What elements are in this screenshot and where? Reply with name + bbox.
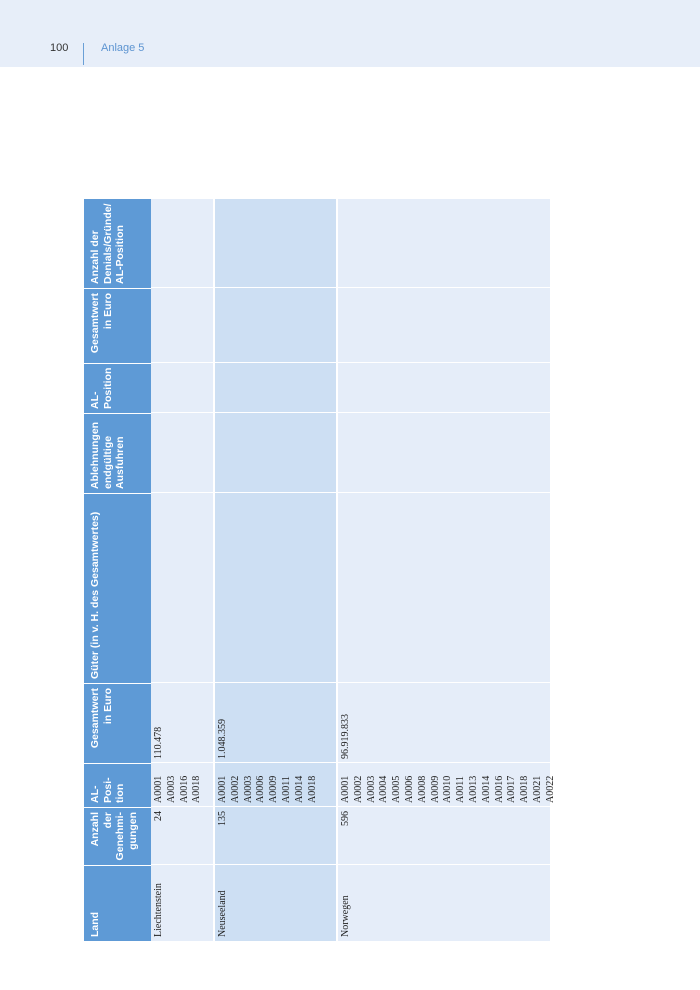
column-divider [151,412,550,413]
header-land: Land [84,865,151,941]
header-gesamtwert: Gesamtwert in Euro [84,683,151,763]
cell-anzahl: 24 [153,811,164,821]
cell-positions: A0001 A0002 A0003 A0004 A0005 A0006 A000… [340,775,556,803]
cell-land: Liechtenstein [153,883,164,937]
column-divider [151,287,550,288]
page-number: 100 [50,42,69,54]
table-header-row: Land Anzahl der Genehmi- gungen AL- Posi… [84,199,151,941]
column-divider [151,362,550,363]
header-anzahl: Anzahl der Genehmi- gungen [84,807,151,865]
table-row [337,199,550,941]
cell-anzahl: 596 [340,811,351,826]
cell-land: Neuseeland [217,890,228,937]
cell-anzahl: 135 [217,811,228,826]
cell-gesamtwert: 96.919.833 [340,714,351,759]
cell-positions: A0001 A0003 A0016 A0018 [153,775,203,803]
section-label: Anlage 5 [101,42,145,54]
export-table: Land Anzahl der Genehmi- gungen AL- Posi… [84,199,556,941]
header-gueter: Güter (in v. H. des Gesamtwertes) [84,493,151,683]
header-al-position: AL- Posi- tion [84,763,151,807]
table-row [214,199,337,941]
header-divider [83,43,84,65]
column-divider [151,492,550,493]
cell-gesamtwert: 1.048.359 [217,719,228,759]
cell-land: Norwegen [340,895,351,937]
header-denials: Anzahl der Denials/Gründe/ AL-Position [89,203,126,284]
cell-positions: A0001 A0002 A0003 A0006 A0009 A0011 A001… [217,775,318,803]
cell-gesamtwert: 110.478 [153,726,164,759]
page-header: 100 Anlage 5 [0,0,700,67]
header-al-position-2: AL- Position [84,363,151,413]
header-gesamtwert-2: Gesamtwert in Euro [84,288,151,363]
header-ablehnungen: Ablehnungen endgültige Ausfuhren [84,413,151,493]
